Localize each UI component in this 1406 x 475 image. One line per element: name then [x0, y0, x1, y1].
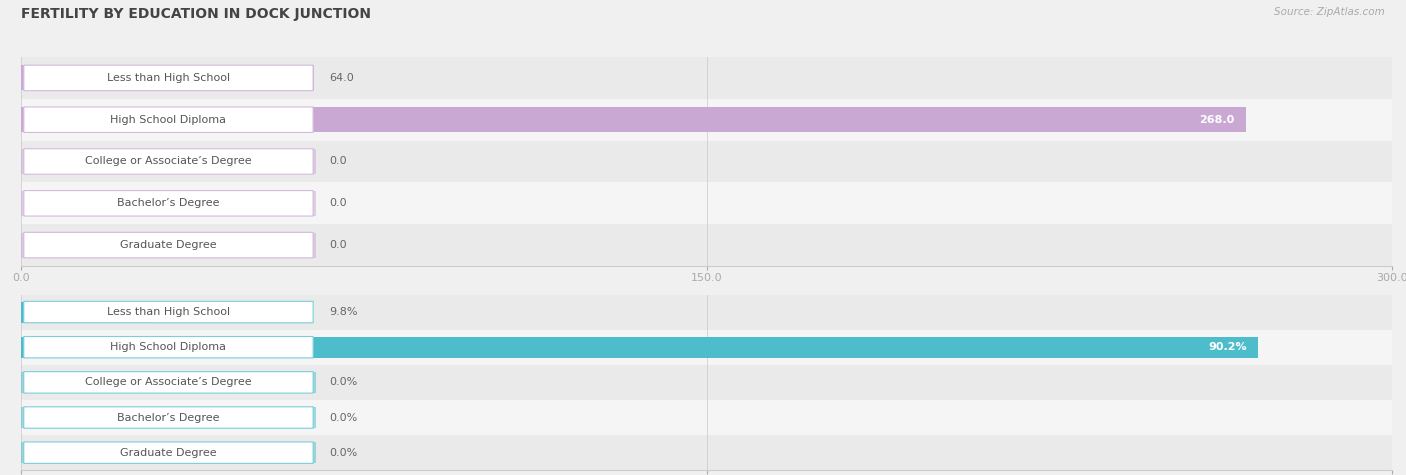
Bar [21, 372, 316, 393]
FancyBboxPatch shape [24, 407, 314, 428]
Text: High School Diploma: High School Diploma [111, 114, 226, 125]
Bar [21, 191, 316, 216]
Bar [21, 107, 1246, 132]
Bar [21, 294, 1392, 330]
Text: Graduate Degree: Graduate Degree [120, 240, 217, 250]
Text: Bachelor’s Degree: Bachelor’s Degree [117, 198, 219, 209]
FancyBboxPatch shape [24, 301, 314, 323]
Bar [21, 149, 316, 174]
Text: College or Associate’s Degree: College or Associate’s Degree [86, 156, 252, 167]
Text: 0.0%: 0.0% [329, 377, 357, 388]
Bar [21, 66, 314, 90]
Bar [21, 141, 1392, 182]
Bar [21, 365, 1392, 400]
FancyBboxPatch shape [24, 107, 314, 133]
FancyBboxPatch shape [24, 336, 314, 358]
Text: 0.0: 0.0 [329, 240, 347, 250]
FancyBboxPatch shape [24, 371, 314, 393]
Bar [21, 233, 316, 257]
FancyBboxPatch shape [24, 65, 314, 91]
FancyBboxPatch shape [24, 442, 314, 464]
Text: 9.8%: 9.8% [329, 307, 359, 317]
Text: Bachelor’s Degree: Bachelor’s Degree [117, 412, 219, 423]
Bar [21, 302, 156, 323]
Text: Less than High School: Less than High School [107, 307, 231, 317]
FancyBboxPatch shape [24, 149, 314, 174]
Text: High School Diploma: High School Diploma [111, 342, 226, 352]
Bar [21, 442, 316, 463]
Text: 0.0%: 0.0% [329, 447, 357, 458]
FancyBboxPatch shape [24, 232, 314, 258]
Bar [21, 57, 1392, 99]
Bar [21, 400, 1392, 435]
Bar [21, 435, 1392, 470]
Text: Less than High School: Less than High School [107, 73, 231, 83]
Text: 0.0: 0.0 [329, 198, 347, 209]
Text: Graduate Degree: Graduate Degree [120, 447, 217, 458]
Bar [21, 99, 1392, 141]
FancyBboxPatch shape [24, 190, 314, 216]
Text: 0.0%: 0.0% [329, 412, 357, 423]
Text: FERTILITY BY EDUCATION IN DOCK JUNCTION: FERTILITY BY EDUCATION IN DOCK JUNCTION [21, 7, 371, 21]
Text: 64.0: 64.0 [329, 73, 354, 83]
Text: College or Associate’s Degree: College or Associate’s Degree [86, 377, 252, 388]
Bar [21, 337, 1257, 358]
Bar [21, 407, 316, 428]
Text: 268.0: 268.0 [1199, 114, 1234, 125]
Bar [21, 224, 1392, 266]
Text: 0.0: 0.0 [329, 156, 347, 167]
Text: Source: ZipAtlas.com: Source: ZipAtlas.com [1274, 7, 1385, 17]
Bar [21, 182, 1392, 224]
Bar [21, 330, 1392, 365]
Text: 90.2%: 90.2% [1208, 342, 1247, 352]
